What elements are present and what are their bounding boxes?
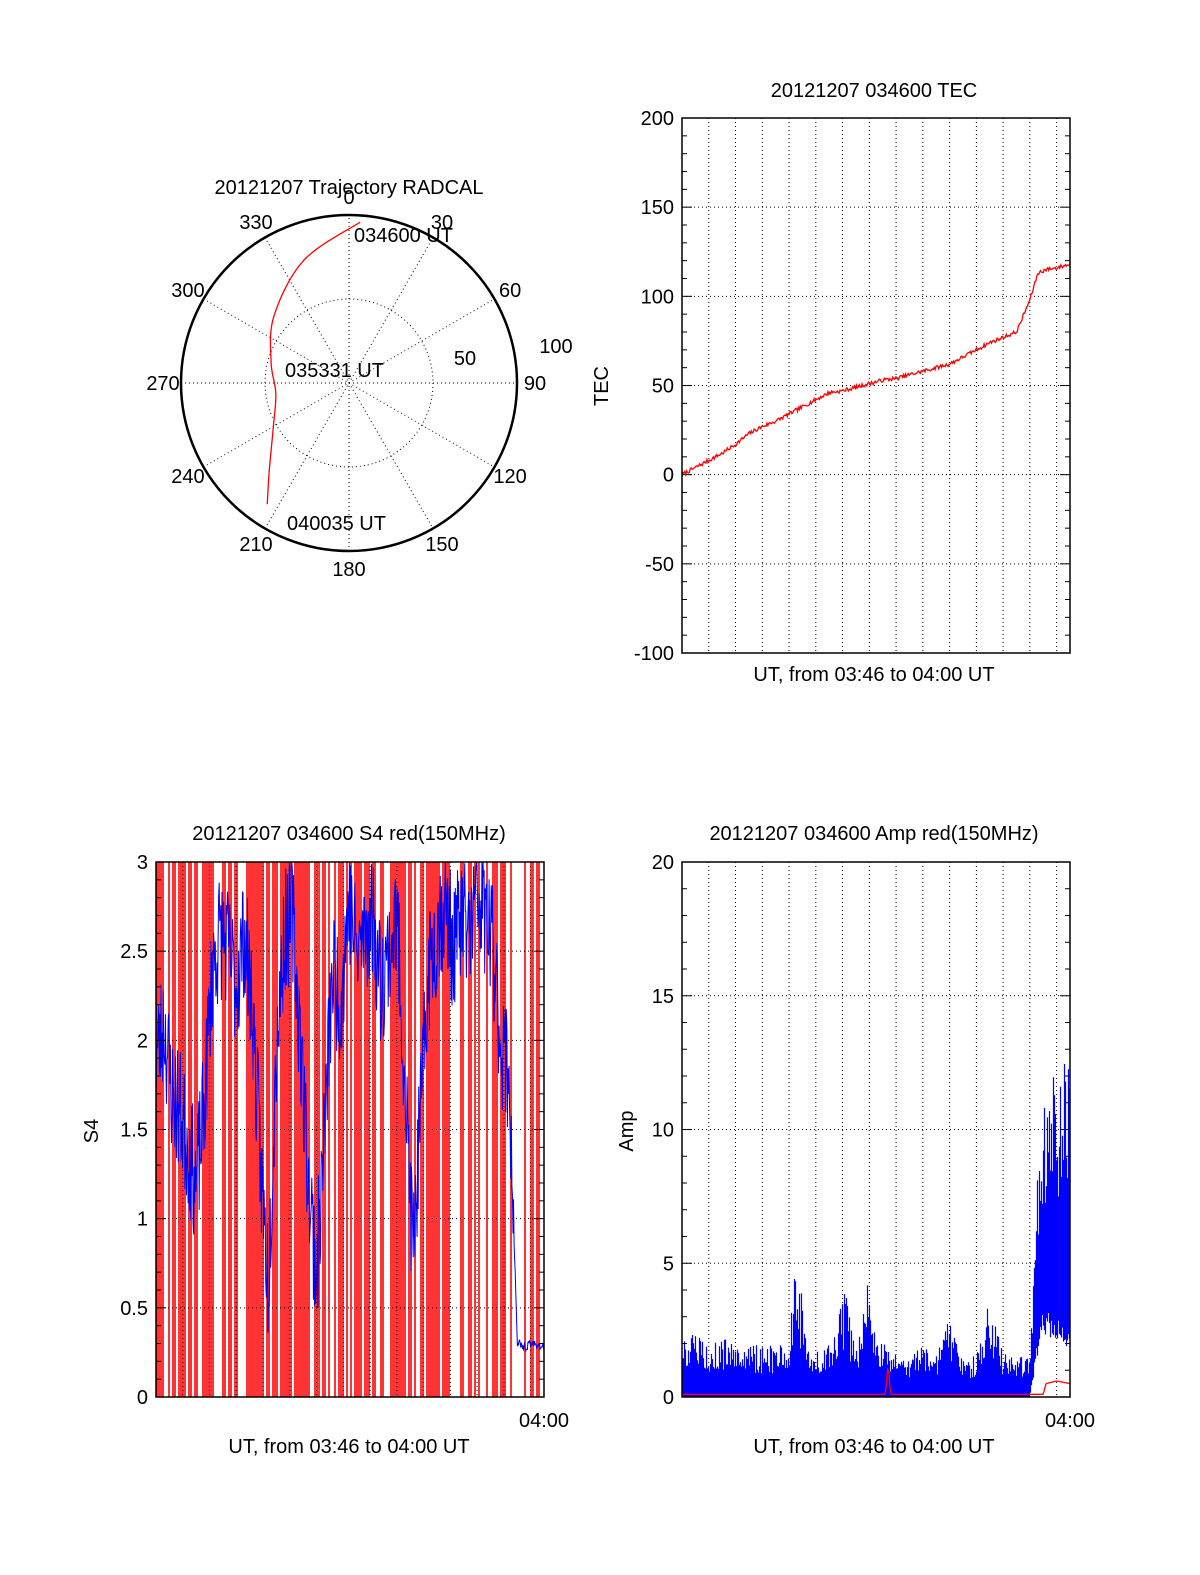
- amp-grid: [682, 862, 1070, 1397]
- polar-angle-label: 90: [524, 373, 546, 395]
- tec-series-line: [681, 263, 1071, 477]
- trajectory-start-label: 034600 UT: [354, 225, 453, 247]
- amp-plot-frame: [681, 861, 1071, 1398]
- polar-outer-ring: [179, 213, 519, 553]
- polar-angle-label: 240: [171, 466, 204, 488]
- s4-x-axis-label: UT, from 03:46 to 04:00 UT: [228, 1436, 469, 1458]
- s4-title: 20121207 034600 S4 red(150MHz): [192, 823, 506, 845]
- polar-angle-label: 60: [499, 280, 521, 302]
- trajectory-track: [266, 221, 361, 505]
- polar-angle-label: 180: [332, 559, 365, 581]
- polar-angle-labels: 0 30 60 90 120 150 180 210 240 270 300 330: [146, 187, 546, 581]
- tec-y-tick-label: 200: [641, 108, 674, 130]
- s4-y-tick-label: 1.5: [120, 1120, 148, 1142]
- amp-y-tick-label: 15: [652, 986, 674, 1008]
- tec-y-axis-label: TEC: [591, 366, 613, 406]
- s4-chart: 20121207 034600 S4 red(150MHz) 3 2.5 2 1.5 1…: [81, 823, 569, 1458]
- polar-angle-label: 210: [239, 534, 272, 556]
- s4-blue-series: [155, 861, 545, 1354]
- amp-blue-series: [681, 1064, 1071, 1397]
- polar-angle-label: 300: [171, 280, 204, 302]
- tec-plot-frame: [681, 117, 1071, 654]
- polar-angle-label: 120: [493, 466, 526, 488]
- amp-y-axis-label: Amp: [616, 1110, 638, 1151]
- tec-chart: 20121207 034600 TEC 200150100500-50-100 …: [591, 80, 1071, 686]
- amp-y-tick-label: 10: [652, 1120, 674, 1142]
- s4-y-axis-label: S4: [81, 1119, 103, 1143]
- polar-grid: [181, 215, 517, 551]
- amp-y-tick-label: 20: [652, 852, 674, 874]
- tec-y-tick-label: 150: [641, 197, 674, 219]
- radial-label-100: 100: [539, 336, 572, 358]
- tec-y-tick-label: -100: [634, 643, 674, 665]
- tec-x-axis-label: UT, from 03:46 to 04:00 UT: [753, 664, 994, 686]
- polar-angle-label: 330: [239, 212, 272, 234]
- amp-chart: 20121207 034600 Amp red(150MHz) 20 15 10 5 0…: [616, 823, 1095, 1458]
- s4-y-tick-label: 3: [137, 852, 148, 874]
- polar-spoke-150: [264, 237, 434, 529]
- tec-y-ticks: 200 150 100 50 0 -50 -100: [634, 108, 1070, 665]
- s4-y-tick-label: 1: [137, 1209, 148, 1231]
- amp-x-tick-label: 04:00: [1045, 1410, 1095, 1432]
- amp-red-series: [682, 1367, 1071, 1395]
- tec-y-tick-label: 50: [652, 376, 674, 398]
- tec-y-tick-label: 100: [641, 286, 674, 308]
- s4-y-tick-label: 2: [137, 1030, 148, 1052]
- tec-y-tick-label: -50: [645, 554, 674, 576]
- amp-title: 20121207 034600 Amp red(150MHz): [709, 823, 1038, 845]
- tec-y-tick-label: 0: [663, 465, 674, 487]
- polar-angle-label: 0: [343, 187, 354, 209]
- trajectory-polar-plot: 20121207 Trajectory RADCAL 0 30 60 90 120 150…: [146, 177, 572, 581]
- amp-y-tick-label: 0: [663, 1387, 674, 1409]
- tec-title: 20121207 034600 TEC: [771, 80, 977, 102]
- s4-x-tick-label: 04:00: [519, 1410, 569, 1432]
- amp-y-tick-label: 5: [663, 1253, 674, 1275]
- s4-plot-frame: [155, 861, 545, 1398]
- tec-grid: [682, 118, 1070, 653]
- trajectory-title: 20121207 Trajectory RADCAL: [214, 177, 483, 199]
- radial-label-50: 50: [454, 348, 476, 370]
- polar-angle-label: 30: [431, 212, 453, 234]
- amp-y-ticks: 20 15 10 5 0: [652, 852, 1070, 1409]
- s4-y-tick-label: 0: [137, 1387, 148, 1409]
- s4-y-tick-label: 2.5: [120, 941, 148, 963]
- trajectory-mid-label: 035331 UT: [285, 360, 384, 382]
- trajectory-end-label: 040035 UT: [287, 513, 386, 535]
- amp-x-axis-label: UT, from 03:46 to 04:00 UT: [753, 1436, 994, 1458]
- s4-y-tick-label: 0.5: [120, 1298, 148, 1320]
- s4-grid: [156, 862, 544, 1397]
- polar-angle-label: 270: [146, 373, 179, 395]
- polar-angle-label: 150: [425, 534, 458, 556]
